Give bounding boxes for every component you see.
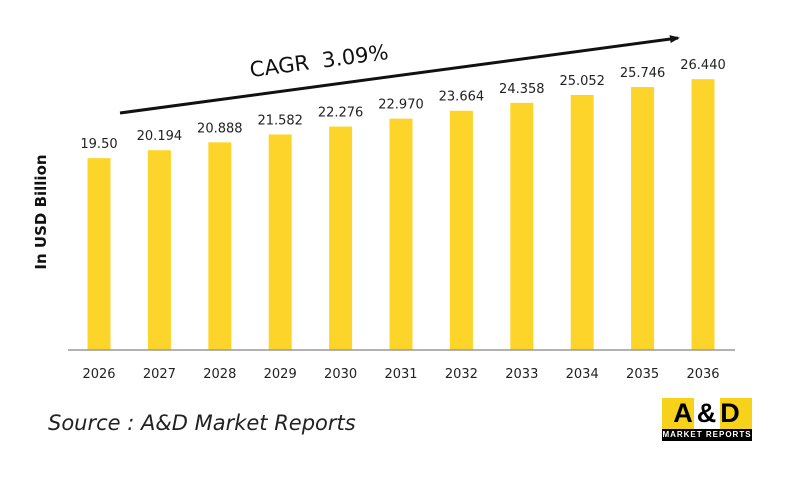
data-label: 21.582 — [257, 113, 303, 128]
x-tick-label: 2032 — [445, 367, 478, 382]
bar-2034 — [570, 94, 594, 350]
x-tick-label: 2036 — [686, 367, 719, 382]
data-label: 26.440 — [680, 58, 726, 73]
x-tick-label: 2026 — [82, 367, 115, 382]
data-label: 20.194 — [137, 129, 183, 144]
ad-logo: A & D MARKET REPORTS — [662, 398, 752, 441]
bar-2031 — [389, 118, 413, 351]
source-text: Source : A&D Market Reports — [48, 411, 356, 435]
x-tick-label: 2027 — [143, 367, 176, 382]
bar-2032 — [449, 110, 473, 350]
bar-2033 — [510, 102, 534, 351]
bar-2035 — [631, 87, 655, 351]
x-tick-label: 2035 — [626, 367, 659, 382]
data-label: 22.276 — [318, 106, 364, 121]
data-label: 19.50 — [80, 137, 117, 152]
bar-2036 — [691, 79, 715, 350]
data-label: 22.970 — [378, 98, 424, 113]
x-tick-label: 2030 — [324, 367, 357, 382]
y-axis-label: In USD Billion — [32, 154, 50, 269]
cagr-arrow — [119, 35, 680, 115]
x-tick-label: 2029 — [264, 367, 297, 382]
bar-2029 — [268, 134, 292, 350]
bar-2026 — [87, 158, 111, 350]
data-label: 23.664 — [439, 90, 485, 105]
data-label: 24.358 — [499, 82, 545, 97]
x-tick-label: 2031 — [384, 367, 417, 382]
bar-2030 — [329, 126, 353, 350]
x-tick-label: 2034 — [566, 367, 599, 382]
x-tick-label: 2033 — [505, 367, 538, 382]
bar-2028 — [208, 142, 232, 350]
cagr-annotation: CAGR 3.09% — [248, 40, 390, 82]
bar-2027 — [147, 150, 171, 350]
data-label: 20.888 — [197, 121, 243, 136]
data-label: 25.052 — [559, 74, 605, 89]
data-label: 25.746 — [620, 66, 666, 81]
logo-subtitle: MARKET REPORTS — [662, 429, 752, 441]
x-tick-label: 2028 — [203, 367, 236, 382]
